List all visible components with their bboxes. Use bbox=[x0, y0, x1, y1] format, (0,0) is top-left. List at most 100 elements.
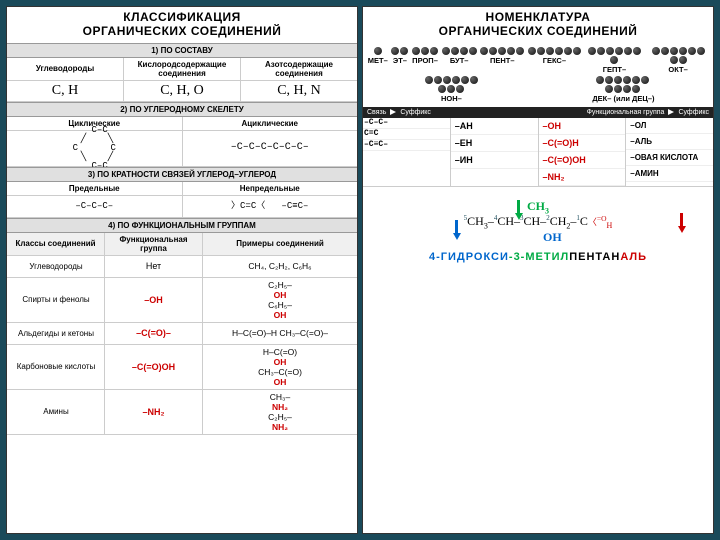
acyclic-struct: –C–C–C–C–C–C– bbox=[183, 131, 358, 166]
green-arrow-icon bbox=[511, 200, 525, 220]
bond-head-row: Предельные Непредельные bbox=[7, 182, 357, 196]
mol-structure: CH3 5CH3–4CH–3CH–2CH2–1C〈=OH CH3–OH bbox=[367, 199, 709, 246]
bondbar-c: Функциональная группа bbox=[587, 109, 665, 116]
func-suffix-col: –ОЛ–АЛЬ–ОВАЯ КИСЛОТА–АМИН bbox=[626, 118, 713, 186]
carbon-prefix-item: БУТ– bbox=[442, 47, 477, 74]
func-group: –C(=O)– bbox=[105, 323, 203, 344]
comp-formula-row: C, H C, H, O C, H, N bbox=[7, 81, 357, 102]
bond-suffix: –ЕН bbox=[451, 135, 538, 152]
bondbar-a: Связь bbox=[367, 109, 386, 116]
prefix-label: МЕТ– bbox=[368, 56, 388, 65]
bond-suffix: –ИН bbox=[451, 152, 538, 169]
chemistry-poster: КЛАССИФИКАЦИЯ ОРГАНИЧЕСКИХ СОЕДИНЕНИЙ 1)… bbox=[6, 6, 714, 534]
comp-h3: Азотсодержащие соединения bbox=[241, 58, 357, 80]
right-title: НОМЕНКЛАТУРА ОРГАНИЧЕСКИХ СОЕДИНЕНИЙ bbox=[363, 7, 713, 43]
carbon-balls bbox=[584, 47, 644, 64]
bond-suffix-col: –АН–ЕН–ИН bbox=[451, 118, 539, 186]
func-group-col: –OH–C(=O)H–C(=O)OH–NH₂ bbox=[539, 118, 627, 186]
examples: CH₃–NH₂ C₂H₅–NH₂ bbox=[203, 390, 357, 434]
section1-head: 1) ПО СОСТАВУ bbox=[7, 43, 357, 58]
bondbar-d: Суффикс bbox=[678, 109, 709, 116]
func-header-row: Классы соединений Функциональная группа … bbox=[7, 233, 357, 256]
bond-struct: –C≡C– bbox=[363, 140, 450, 151]
carbon-prefix-item: МЕТ– bbox=[368, 47, 388, 74]
func-grp: –C(=O)OH bbox=[539, 152, 626, 169]
func-suffix: –АМИН bbox=[626, 166, 713, 182]
func-row: Спирты и фенолы–OHC₂H₅–OH C₆H₅–OH bbox=[7, 278, 357, 323]
func-group: –NH₂ bbox=[105, 390, 203, 434]
prefix-label: ГЕПТ– bbox=[584, 65, 644, 74]
prefix-label: ЭТ– bbox=[391, 56, 408, 65]
skel-h2: Ациклические bbox=[183, 117, 358, 130]
func-h2: Функциональная группа bbox=[105, 233, 203, 255]
carbon-prefix-item: ОКТ– bbox=[648, 47, 708, 74]
func-row: Альдегиды и кетоны–C(=O)–H–C(=O)–H CH₃–C… bbox=[7, 323, 357, 345]
arrow-icon bbox=[390, 109, 396, 115]
comp-h1: Углеводороды bbox=[7, 58, 124, 80]
bond-struct: –C–C– bbox=[363, 118, 450, 129]
func-h1: Классы соединений bbox=[7, 233, 105, 255]
carbon-balls bbox=[480, 47, 524, 55]
class-name: Амины bbox=[7, 390, 105, 434]
class-name: Углеводороды bbox=[7, 256, 105, 277]
cyclic-struct: C–C ╱ ╲ C C ╲ ╱ C–C bbox=[7, 131, 183, 166]
comp-h2: Кислородсодержащие соединения bbox=[124, 58, 241, 80]
example-molecule: CH3 5CH3–4CH–3CH–2CH2–1C〈=OH CH3–OH 4-ГИ… bbox=[363, 187, 713, 270]
carbon-balls bbox=[442, 47, 477, 55]
bond-suffix: –АН bbox=[451, 118, 538, 135]
carbon-prefix-item: ЭТ– bbox=[391, 47, 408, 74]
func-suffix: –ОВАЯ КИСЛОТА bbox=[626, 150, 713, 166]
comp-f1: C, H bbox=[7, 81, 124, 101]
carbon-balls bbox=[368, 47, 388, 55]
carbon-prefixes: МЕТ–ЭТ–ПРОП–БУТ–ПЕНТ–ГЕКС–ГЕПТ–ОКТ–НОН–Д… bbox=[363, 43, 713, 107]
carbon-prefix-item: ПЕНТ– bbox=[480, 47, 524, 74]
carbon-balls bbox=[421, 76, 481, 93]
bond-h1: Предельные bbox=[7, 182, 183, 195]
func-suffix: –АЛЬ bbox=[626, 134, 713, 150]
func-grp: –OH bbox=[539, 118, 626, 135]
prefix-label: ПЕНТ– bbox=[480, 56, 524, 65]
right-panel: НОМЕНКЛАТУРА ОРГАНИЧЕСКИХ СОЕДИНЕНИЙ МЕТ… bbox=[362, 6, 714, 534]
unsaturated-struct: 〉C=C〈 –C≡C– bbox=[183, 196, 358, 217]
func-suffix: –ОЛ bbox=[626, 118, 713, 134]
comp-f2: C, H, O bbox=[124, 81, 241, 101]
examples: CH₄, C₂H₂, C₆H₆ bbox=[203, 256, 357, 277]
carbon-balls bbox=[412, 47, 438, 55]
prefix-label: ПРОП– bbox=[412, 56, 438, 65]
func-row: Карбоновые кислоты–C(=O)OHH–C(=O)OH CH₃–… bbox=[7, 345, 357, 390]
section2-head: 2) ПО УГЛЕРОДНОМУ СКЕЛЕТУ bbox=[7, 102, 357, 117]
examples: C₂H₅–OH C₆H₅–OH bbox=[203, 278, 357, 322]
prefix-label: НОН– bbox=[421, 94, 481, 103]
prefix-label: ДЕК– (или ДЕЦ–) bbox=[592, 94, 654, 103]
func-grp: –C(=O)H bbox=[539, 135, 626, 152]
func-row: Амины–NH₂CH₃–NH₂ C₂H₅–NH₂ bbox=[7, 390, 357, 435]
molecule-name: 4-ГИДРОКСИ-3-МЕТИЛПЕНТАНАЛЬ bbox=[367, 251, 709, 263]
carbon-prefix-item: ГЕПТ– bbox=[584, 47, 644, 74]
comp-head-row: Углеводороды Кислородсодержащие соединен… bbox=[7, 58, 357, 81]
func-group: –OH bbox=[105, 278, 203, 322]
class-name: Альдегиды и кетоны bbox=[7, 323, 105, 344]
left-panel: КЛАССИФИКАЦИЯ ОРГАНИЧЕСКИХ СОЕДИНЕНИЙ 1)… bbox=[6, 6, 358, 534]
section4-head: 4) ПО ФУНКЦИОНАЛЬНЫМ ГРУППАМ bbox=[7, 218, 357, 233]
suffix-table: –C–C–C=C–C≡C– –АН–ЕН–ИН –OH–C(=O)H–C(=O)… bbox=[363, 118, 713, 187]
prefix-label: БУТ– bbox=[442, 56, 477, 65]
bond-struct: C=C bbox=[363, 129, 450, 140]
func-grp: –NH₂ bbox=[539, 169, 626, 186]
arrow-icon bbox=[668, 109, 674, 115]
func-table-body: УглеводородыНетCH₄, C₂H₂, C₆H₆Спирты и ф… bbox=[7, 256, 357, 533]
examples: H–C(=O)OH CH₃–C(=O)OH bbox=[203, 345, 357, 389]
comp-f3: C, H, N bbox=[241, 81, 357, 101]
skel-struct-row: C–C ╱ ╲ C C ╲ ╱ C–C –C–C–C–C–C–C– bbox=[7, 131, 357, 167]
carbon-balls bbox=[592, 76, 652, 93]
func-h3: Примеры соединений bbox=[203, 233, 357, 255]
examples: H–C(=O)–H CH₃–C(=O)– bbox=[203, 323, 357, 344]
bond-h2: Непредельные bbox=[183, 182, 358, 195]
left-title: КЛАССИФИКАЦИЯ ОРГАНИЧЕСКИХ СОЕДИНЕНИЙ bbox=[7, 7, 357, 43]
func-row: УглеводородыНетCH₄, C₂H₂, C₆H₆ bbox=[7, 256, 357, 278]
saturated-struct: –C–C–C– bbox=[7, 196, 183, 217]
carbon-prefix-item: НОН– bbox=[421, 76, 481, 103]
red-arrow-icon bbox=[674, 213, 688, 233]
carbon-balls bbox=[391, 47, 408, 55]
prefix-label: ОКТ– bbox=[648, 65, 708, 74]
bond-struct-row: –C–C–C– 〉C=C〈 –C≡C– bbox=[7, 196, 357, 218]
